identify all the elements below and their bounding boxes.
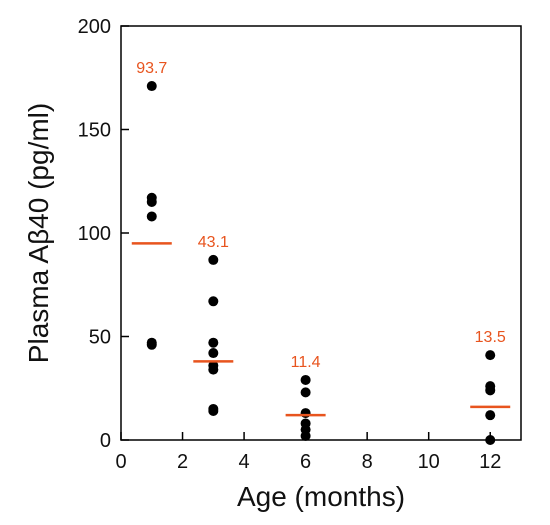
- mean-label: 43.1: [198, 234, 229, 251]
- y-tick-label: 50: [89, 327, 111, 349]
- data-point: [146, 339, 157, 350]
- data-point: [208, 364, 219, 375]
- data-point: [208, 406, 219, 417]
- mean-lines: 93.7 43.1 11.4 13.5: [131, 60, 511, 417]
- y-tick-label: 150: [78, 120, 111, 142]
- data-point: [300, 408, 311, 419]
- mean-label: 93.7: [136, 60, 167, 77]
- y-tick-label: 100: [78, 223, 111, 245]
- data-point: [485, 385, 496, 396]
- data-point: [208, 254, 219, 265]
- x-tick-label: 8: [362, 451, 373, 473]
- data-point: [485, 435, 496, 445]
- data-points: [146, 81, 496, 445]
- plot-frame: [120, 25, 522, 441]
- data-point: [146, 81, 157, 92]
- x-tick-label: 10: [418, 451, 440, 473]
- data-point: [485, 350, 496, 361]
- data-point: [208, 296, 219, 307]
- data-point: [146, 211, 157, 222]
- data-point: [300, 387, 311, 398]
- y-axis-label: Plasma Aβ40 (pg/ml): [23, 103, 54, 363]
- y-axis: 0 50 100 150 200: [78, 16, 129, 452]
- data-point: [485, 410, 496, 421]
- mean-label: 13.5: [475, 329, 506, 346]
- x-tick-label: 2: [177, 451, 188, 473]
- mean-label: 11.4: [291, 354, 321, 371]
- x-tick-label: 12: [479, 451, 501, 473]
- data-point: [300, 430, 311, 441]
- data-point: [208, 348, 219, 359]
- x-axis-label: Age (months): [237, 481, 405, 512]
- x-tick-label: 6: [300, 451, 311, 473]
- x-tick-label: 0: [115, 451, 126, 473]
- data-point: [208, 337, 219, 348]
- data-point: [146, 196, 157, 207]
- y-tick-label: 200: [78, 16, 111, 38]
- y-tick-label: 0: [100, 430, 111, 452]
- x-tick-label: 4: [239, 451, 250, 473]
- x-axis: 0 2 4 6 8 10 12: [115, 432, 501, 473]
- data-point: [300, 374, 311, 385]
